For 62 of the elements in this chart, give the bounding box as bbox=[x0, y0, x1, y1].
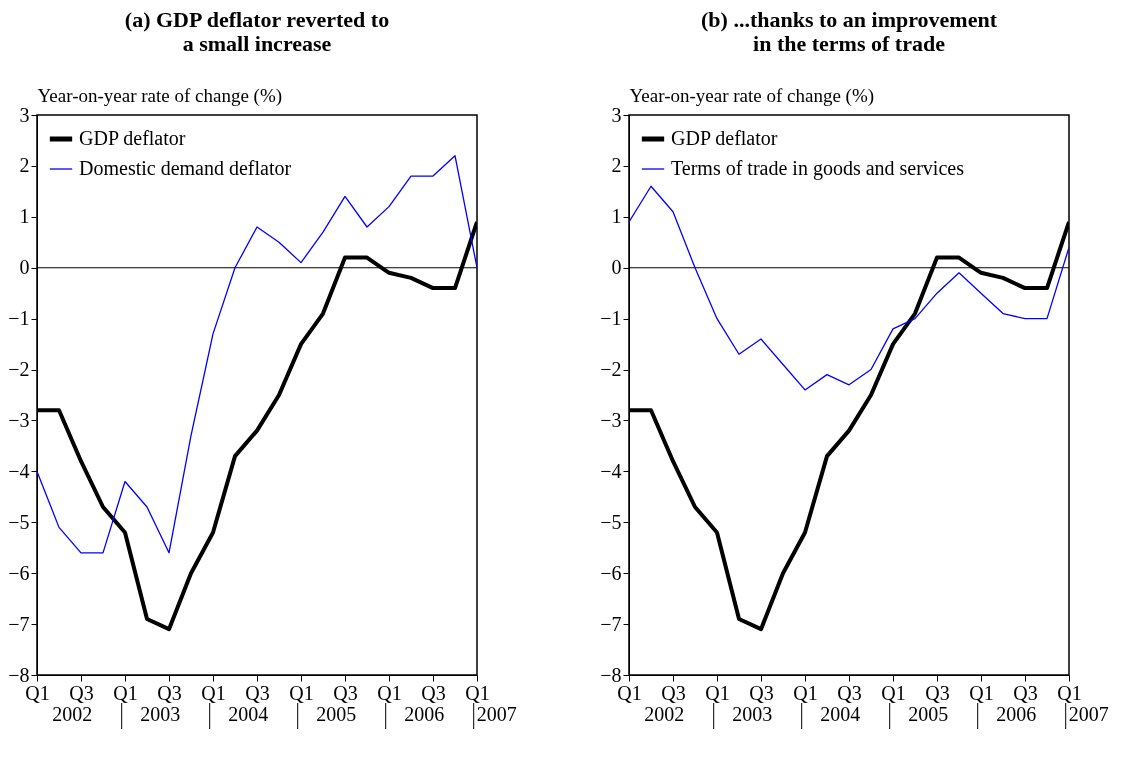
x-tick-label: Q1 bbox=[201, 681, 226, 704]
x-tick-label: Q3 bbox=[925, 681, 950, 704]
text: 2005 bbox=[908, 703, 949, 725]
x-tick-label: Q3 bbox=[333, 681, 358, 704]
text: 2006 bbox=[996, 703, 1037, 725]
legend-label: GDP deflator bbox=[79, 127, 186, 149]
chart-title: (b) ...thanks to an improvement in the terms of trade bbox=[700, 7, 998, 56]
x-tick-label: Q3 bbox=[749, 681, 774, 704]
text: 2002 bbox=[52, 703, 93, 725]
x-tick-label: Q1 bbox=[705, 681, 730, 704]
y-tick-label: 3 bbox=[19, 103, 30, 126]
y-tick-label: 2 bbox=[19, 154, 30, 177]
text: 2007 bbox=[1068, 703, 1109, 725]
y-tick-label: −1 bbox=[600, 307, 622, 330]
text: 2005 bbox=[316, 703, 357, 725]
chart-title: (a) GDP deflator reverted to a small increase bbox=[124, 7, 390, 56]
x-tick-label: Q3 bbox=[661, 681, 686, 704]
text: 2007 bbox=[476, 703, 517, 725]
y-tick-label: −6 bbox=[600, 561, 622, 584]
x-tick-label: Q1 bbox=[881, 681, 906, 704]
text: 2004 bbox=[820, 703, 861, 725]
x-tick-label: Q1 bbox=[377, 681, 402, 704]
x-tick-label: Q1 bbox=[1057, 681, 1082, 704]
legend-label: Terms of trade in goods and services bbox=[671, 157, 965, 180]
x-tick-label: Q1 bbox=[793, 681, 818, 704]
y-tick-label: −1 bbox=[8, 307, 30, 330]
y-tick-label: −6 bbox=[8, 561, 30, 584]
text: 2004 bbox=[228, 703, 269, 725]
y-tick-label: −2 bbox=[600, 358, 622, 381]
text: 2003 bbox=[732, 703, 773, 725]
y-tick-label: 2 bbox=[611, 154, 622, 177]
text: 2006 bbox=[404, 703, 445, 725]
x-tick-label: Q3 bbox=[157, 681, 182, 704]
y-tick-label: −7 bbox=[8, 612, 30, 635]
y-axis-title: Year-on-year rate of change (%) bbox=[37, 84, 283, 107]
y-tick-label: −4 bbox=[8, 459, 30, 482]
y-axis-title: Year-on-year rate of change (%) bbox=[629, 84, 875, 107]
y-tick-label: −3 bbox=[600, 408, 622, 431]
x-tick-label: Q1 bbox=[113, 681, 138, 704]
y-tick-label: −3 bbox=[8, 408, 30, 431]
legend-label: GDP deflator bbox=[671, 127, 778, 149]
x-tick-label: Q1 bbox=[969, 681, 994, 704]
y-tick-label: −5 bbox=[600, 510, 622, 533]
x-tick-label: Q3 bbox=[69, 681, 94, 704]
y-tick-label: 1 bbox=[611, 205, 622, 228]
y-tick-label: −2 bbox=[8, 358, 30, 381]
x-tick-label: Q3 bbox=[421, 681, 446, 704]
x-tick-label: Q1 bbox=[465, 681, 490, 704]
y-tick-label: 1 bbox=[19, 205, 30, 228]
legend-label: Domestic demand deflator bbox=[79, 157, 292, 179]
y-tick-label: −5 bbox=[8, 510, 30, 533]
y-tick-label: 0 bbox=[611, 256, 622, 279]
x-tick-label: Q3 bbox=[1013, 681, 1038, 704]
text: 2003 bbox=[140, 703, 181, 725]
x-tick-label: Q1 bbox=[289, 681, 314, 704]
x-tick-label: Q3 bbox=[837, 681, 862, 704]
text: 2002 bbox=[644, 703, 685, 725]
y-tick-label: −4 bbox=[600, 459, 622, 482]
x-tick-label: Q3 bbox=[245, 681, 270, 704]
y-tick-label: 0 bbox=[19, 256, 30, 279]
y-tick-label: −7 bbox=[600, 612, 622, 635]
y-tick-label: 3 bbox=[611, 103, 622, 126]
